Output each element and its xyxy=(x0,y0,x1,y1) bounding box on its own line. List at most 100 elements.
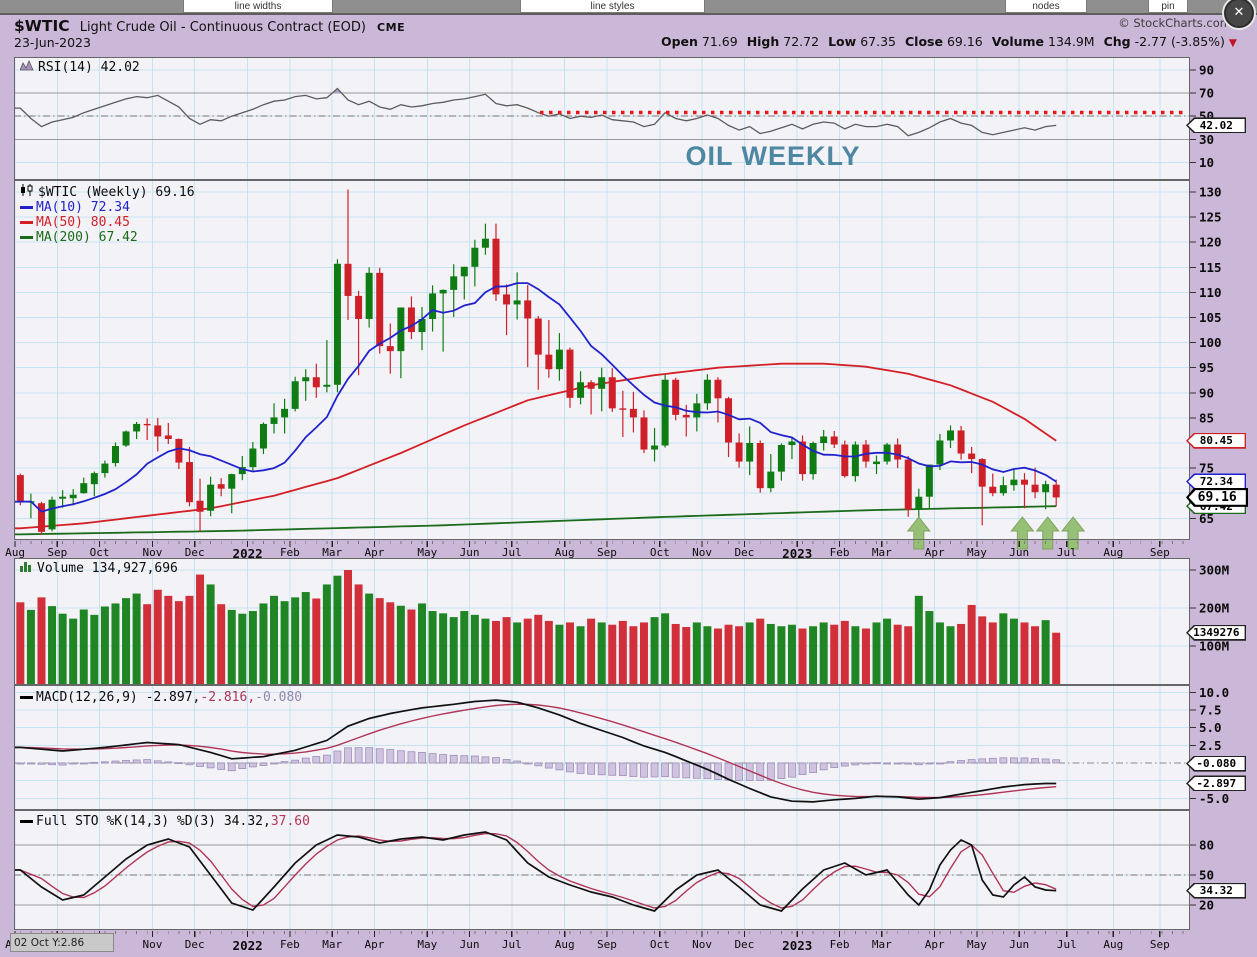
month-label: Apr xyxy=(364,546,385,559)
month-label: Feb xyxy=(279,938,300,951)
svg-text:75: 75 xyxy=(1199,461,1214,476)
macd-hist-value: -0.080 xyxy=(255,690,303,705)
sto-legend: Full STO %K(14,3) %D(3) 34.32, 37.60 xyxy=(20,814,310,829)
svg-text:200M: 200M xyxy=(1199,601,1229,616)
ma200-line-swatch xyxy=(20,236,33,239)
month-label: Jul xyxy=(501,546,522,559)
copyright: © StockCharts.com xyxy=(1118,16,1231,30)
browser-toolbar: line widths line styles nodes pin xyxy=(0,0,1257,15)
month-label: Jun xyxy=(459,938,480,951)
year-label: 2022 xyxy=(232,938,263,953)
month-label: Apr xyxy=(364,938,385,951)
toolbar-dropdown-line-widths[interactable]: line widths xyxy=(183,0,333,13)
month-label: Feb xyxy=(829,938,850,951)
main-symbol-legend: $WTIC (Weekly) 69.16 xyxy=(20,184,195,200)
svg-text:90: 90 xyxy=(1199,385,1214,400)
toolbar-dropdown-line-styles[interactable]: line styles xyxy=(520,0,705,13)
svg-text:120: 120 xyxy=(1199,235,1222,250)
svg-text:130: 130 xyxy=(1199,185,1222,200)
svg-text:2.5: 2.5 xyxy=(1199,738,1222,753)
svg-text:100M: 100M xyxy=(1199,639,1229,654)
ma10-label: MA(10) 72.34 xyxy=(36,200,130,215)
svg-text:5.0: 5.0 xyxy=(1199,720,1222,735)
toolbar-dropdown-nodes[interactable]: nodes xyxy=(1005,0,1087,13)
month-label: Aug xyxy=(554,938,575,951)
svg-text:70: 70 xyxy=(1199,86,1214,101)
svg-text:50: 50 xyxy=(1199,868,1214,883)
month-label: Nov xyxy=(142,938,163,951)
svg-text:10.0: 10.0 xyxy=(1199,685,1229,700)
toolbar-dropdown-pin[interactable]: pin xyxy=(1148,0,1188,13)
month-label: Oct xyxy=(89,546,110,559)
sto-line-swatch xyxy=(20,820,33,823)
volume-bars-icon xyxy=(20,561,33,576)
month-label: May xyxy=(966,546,987,559)
svg-text:-5.0: -5.0 xyxy=(1199,791,1229,806)
month-label: May xyxy=(417,938,438,951)
close-icon[interactable]: ✕ xyxy=(1224,0,1254,28)
quote-date: 23-Jun-2023 xyxy=(14,35,91,50)
svg-text:10: 10 xyxy=(1199,155,1214,170)
month-label: Dec xyxy=(184,938,205,951)
instrument-name: Light Crude Oil - Continuous Contract (E… xyxy=(79,20,366,35)
price-value-tag: 69.16 xyxy=(1186,487,1248,507)
svg-text:30: 30 xyxy=(1199,132,1214,147)
macd-legend: MACD(12,26,9) -2.897, -2.816, -0.080 xyxy=(20,690,302,705)
month-label: Apr xyxy=(924,938,945,951)
ma200-legend: MA(200) 67.42 xyxy=(20,230,138,245)
svg-text:80: 80 xyxy=(1199,838,1214,853)
month-label: Jul xyxy=(1056,546,1077,559)
ma50-label: MA(50) 80.45 xyxy=(36,215,130,230)
ma10-legend: MA(10) 72.34 xyxy=(20,200,130,215)
price-value-tag: 72.34 xyxy=(1186,473,1246,490)
crosshair-readout: 02 Oct Y:2.86 xyxy=(10,933,114,952)
month-label: Sep xyxy=(1149,938,1170,951)
rsi-legend: RSI(14) 42.02 xyxy=(19,60,140,75)
svg-text:85: 85 xyxy=(1199,410,1214,425)
month-label: Mar xyxy=(322,546,343,559)
main-symbol-label: $WTIC (Weekly) 69.16 xyxy=(38,184,195,200)
sto-value-tag: 34.32 xyxy=(1186,882,1246,899)
month-label: May xyxy=(417,546,438,559)
ohlc-readout: Open 71.69 High 72.72 Low 67.35 Close 69.16 Volu… xyxy=(660,34,1237,49)
change-down-arrow-icon: ▼ xyxy=(1228,37,1237,49)
svg-text:20: 20 xyxy=(1199,898,1214,913)
month-label: Aug xyxy=(1103,546,1124,559)
month-label: Aug xyxy=(5,546,25,559)
month-label: Mar xyxy=(322,938,343,951)
ma50-legend: MA(50) 80.45 xyxy=(20,215,130,230)
year-label: 2023 xyxy=(782,938,813,953)
sto-d-value: 37.60 xyxy=(270,814,310,829)
month-label: Sep xyxy=(597,546,617,559)
svg-text:100: 100 xyxy=(1199,335,1222,350)
month-label: Sep xyxy=(597,938,617,951)
svg-text:95: 95 xyxy=(1199,360,1214,375)
svg-text:65: 65 xyxy=(1199,511,1214,526)
month-label: Nov xyxy=(692,938,713,951)
month-label: Oct xyxy=(649,938,670,951)
svg-text:125: 125 xyxy=(1199,210,1222,225)
chart-header: $WTIC Light Crude Oil - Continuous Contr… xyxy=(14,16,405,35)
oil-weekly-annotation: OIL WEEKLY xyxy=(685,141,861,171)
month-label: Mar xyxy=(871,546,892,559)
month-label: Dec xyxy=(184,546,205,559)
month-label: Apr xyxy=(924,546,945,559)
macd-label: MACD(12,26,9) -2.897, xyxy=(36,690,201,705)
vol-value-tag: 1349276 xyxy=(1186,624,1246,641)
rsi-value-tag: 42.02 xyxy=(1186,117,1246,134)
macd-line-swatch xyxy=(20,696,33,699)
month-label: Nov xyxy=(692,546,713,559)
month-label: Aug xyxy=(554,546,575,559)
month-label: Feb xyxy=(279,546,300,559)
svg-text:105: 105 xyxy=(1199,310,1222,325)
volume-legend: Volume 134,927,696 xyxy=(20,561,178,576)
rsi-legend-label: RSI(14) 42.02 xyxy=(38,60,140,75)
exchange: CME xyxy=(377,21,406,34)
svg-text:300M: 300M xyxy=(1199,563,1229,578)
svg-text:110: 110 xyxy=(1199,285,1222,300)
month-label: Dec xyxy=(734,546,755,559)
month-label: Jun xyxy=(459,546,480,559)
month-label: Dec xyxy=(734,938,755,951)
